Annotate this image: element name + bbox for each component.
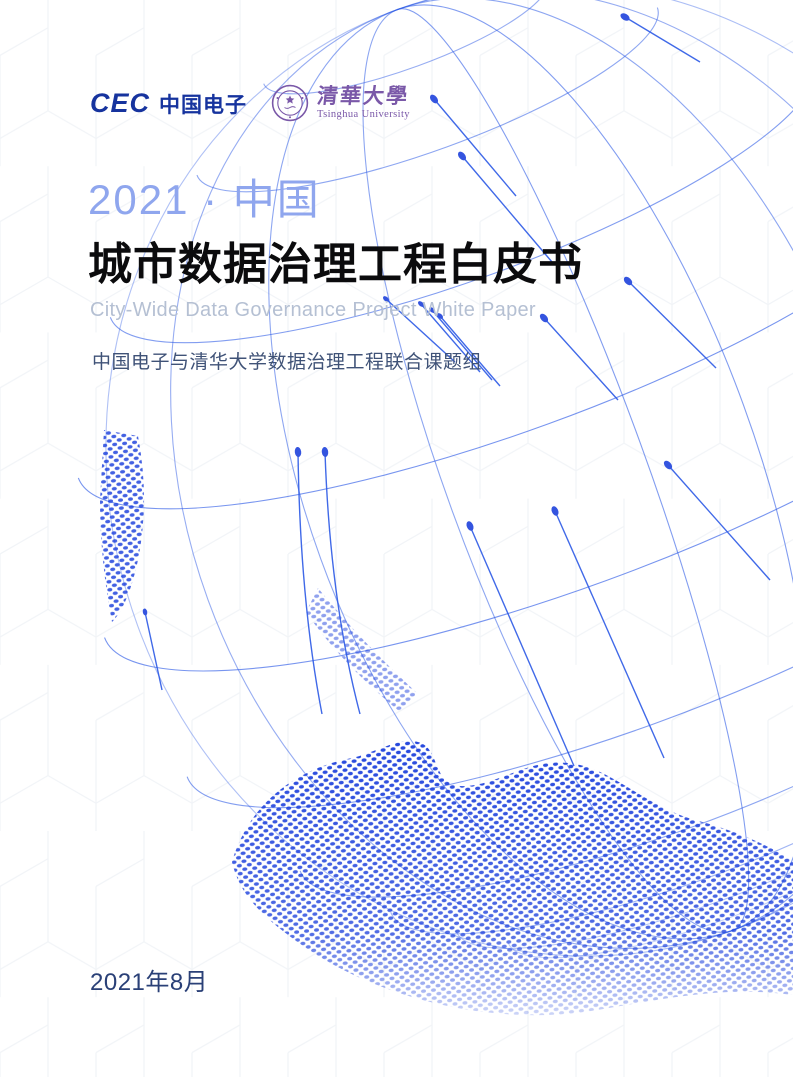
- publish-date: 2021年8月: [90, 969, 209, 996]
- tsinghua-wordmark: 清華大學 Tsinghua University: [315, 83, 411, 121]
- english-subtitle: City-Wide Data Governance Project White …: [90, 299, 536, 321]
- cec-logotype: CEC: [90, 87, 151, 118]
- year-region-eyebrow: 2021 · 中国: [88, 176, 321, 223]
- tsinghua-script-name: 清華大學: [315, 83, 411, 108]
- page-title: 城市数据治理工程白皮书: [88, 240, 583, 289]
- satellite-pins: [142, 13, 771, 767]
- logo-row: CEC 中国电子 清華大學 Tsinghua University: [90, 84, 410, 122]
- cec-chinese-name: 中国电子: [159, 93, 248, 117]
- tsinghua-logo: 清華大學 Tsinghua University: [271, 84, 410, 122]
- cec-logo: CEC 中国电子: [90, 88, 247, 119]
- tsinghua-seal-icon: [271, 84, 309, 122]
- tsinghua-english-name: Tsinghua University: [317, 108, 410, 120]
- authors-byline: 中国电子与清华大学数据治理工程联合课题组: [92, 352, 483, 373]
